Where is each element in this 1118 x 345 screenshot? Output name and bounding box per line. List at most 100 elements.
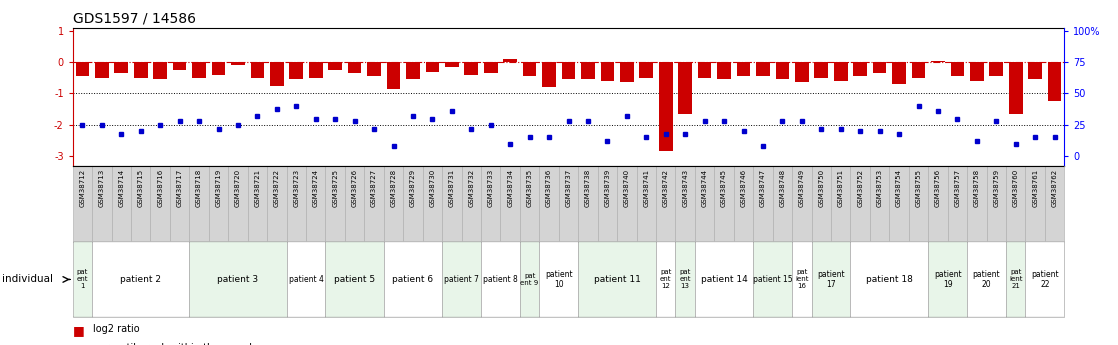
Bar bbox=[873, 62, 887, 73]
Bar bbox=[714, 166, 733, 242]
Text: log2 ratio: log2 ratio bbox=[93, 324, 140, 334]
Bar bbox=[928, 241, 967, 317]
Bar bbox=[112, 166, 131, 242]
Bar bbox=[481, 166, 501, 242]
Bar bbox=[364, 166, 383, 242]
Text: GSM38731: GSM38731 bbox=[448, 169, 455, 207]
Bar bbox=[520, 241, 539, 317]
Bar bbox=[812, 241, 851, 317]
Bar bbox=[134, 62, 148, 78]
Bar bbox=[325, 166, 344, 242]
Text: GSM38752: GSM38752 bbox=[858, 169, 863, 207]
Bar bbox=[967, 166, 986, 242]
Text: GSM38759: GSM38759 bbox=[993, 169, 999, 207]
Bar bbox=[559, 166, 578, 242]
Text: GSM38750: GSM38750 bbox=[818, 169, 824, 207]
Text: GSM38714: GSM38714 bbox=[119, 169, 124, 207]
Text: GSM38747: GSM38747 bbox=[760, 169, 766, 207]
Bar bbox=[383, 166, 404, 242]
Text: patient 2: patient 2 bbox=[121, 275, 161, 284]
Bar bbox=[344, 166, 364, 242]
Bar bbox=[286, 241, 325, 317]
Bar bbox=[383, 241, 442, 317]
Text: pat
ent
1: pat ent 1 bbox=[77, 269, 88, 289]
Bar bbox=[1008, 62, 1023, 114]
Text: GSM38729: GSM38729 bbox=[410, 169, 416, 207]
Bar bbox=[889, 166, 909, 242]
Bar bbox=[793, 241, 812, 317]
Text: GSM38727: GSM38727 bbox=[371, 169, 377, 207]
Text: GSM38758: GSM38758 bbox=[974, 169, 979, 207]
Bar bbox=[92, 241, 189, 317]
Bar bbox=[1006, 241, 1025, 317]
Bar bbox=[445, 62, 458, 67]
Text: ■: ■ bbox=[73, 343, 85, 345]
Bar bbox=[481, 241, 520, 317]
Text: patient 14: patient 14 bbox=[701, 275, 748, 284]
Text: GSM38728: GSM38728 bbox=[390, 169, 397, 207]
Bar bbox=[679, 62, 692, 114]
Bar bbox=[870, 166, 889, 242]
Text: GSM38738: GSM38738 bbox=[585, 169, 591, 207]
Bar bbox=[271, 62, 284, 86]
Bar bbox=[189, 241, 286, 317]
Bar bbox=[598, 166, 617, 242]
Bar bbox=[464, 62, 479, 75]
Bar bbox=[114, 62, 129, 73]
Bar bbox=[404, 166, 423, 242]
Bar bbox=[73, 241, 92, 317]
Bar bbox=[1048, 62, 1061, 101]
Text: GSM38726: GSM38726 bbox=[352, 169, 358, 207]
Bar bbox=[733, 166, 754, 242]
Bar bbox=[542, 62, 556, 87]
Bar bbox=[539, 166, 559, 242]
Bar bbox=[967, 241, 1006, 317]
Text: GSM38739: GSM38739 bbox=[605, 169, 610, 207]
Text: GSM38756: GSM38756 bbox=[935, 169, 941, 207]
Text: GSM38725: GSM38725 bbox=[332, 169, 338, 207]
Bar bbox=[367, 62, 381, 76]
Text: GSM38762: GSM38762 bbox=[1052, 169, 1058, 207]
Text: GSM38730: GSM38730 bbox=[429, 169, 435, 207]
Text: percentile rank within the sample: percentile rank within the sample bbox=[93, 343, 258, 345]
Bar bbox=[675, 241, 695, 317]
Text: pat
ient
21: pat ient 21 bbox=[1008, 269, 1023, 289]
Text: GSM38718: GSM38718 bbox=[196, 169, 202, 207]
Text: GSM38745: GSM38745 bbox=[721, 169, 727, 207]
Text: GSM38717: GSM38717 bbox=[177, 169, 182, 207]
Text: patient
17: patient 17 bbox=[817, 270, 845, 289]
Text: GSM38748: GSM38748 bbox=[779, 169, 785, 207]
Text: patient 15: patient 15 bbox=[752, 275, 793, 284]
Bar bbox=[1025, 241, 1064, 317]
Bar bbox=[423, 166, 442, 242]
Bar bbox=[92, 166, 112, 242]
Bar bbox=[773, 166, 793, 242]
Bar bbox=[209, 166, 228, 242]
Text: GSM38724: GSM38724 bbox=[313, 169, 319, 207]
Bar bbox=[831, 166, 851, 242]
Bar bbox=[539, 241, 578, 317]
Text: patient 3: patient 3 bbox=[217, 275, 258, 284]
Text: patient 18: patient 18 bbox=[866, 275, 912, 284]
Bar bbox=[151, 166, 170, 242]
Bar bbox=[620, 62, 634, 82]
Text: patient
19: patient 19 bbox=[934, 270, 961, 289]
Text: patient 11: patient 11 bbox=[594, 275, 641, 284]
Bar bbox=[329, 62, 342, 70]
Bar bbox=[348, 62, 361, 73]
Text: ■: ■ bbox=[73, 324, 85, 337]
Text: GSM38719: GSM38719 bbox=[216, 169, 221, 207]
Bar bbox=[600, 62, 614, 81]
Bar bbox=[462, 166, 481, 242]
Bar bbox=[950, 62, 964, 76]
Bar bbox=[442, 166, 462, 242]
Text: GSM38723: GSM38723 bbox=[293, 169, 300, 207]
Bar bbox=[636, 166, 656, 242]
Text: GSM38754: GSM38754 bbox=[896, 169, 902, 207]
Bar bbox=[250, 62, 264, 78]
Text: pat
ient
16: pat ient 16 bbox=[795, 269, 808, 289]
Text: GSM38720: GSM38720 bbox=[235, 169, 241, 207]
Text: GSM38715: GSM38715 bbox=[138, 169, 144, 207]
Bar bbox=[95, 62, 108, 78]
Text: patient
20: patient 20 bbox=[973, 270, 1001, 289]
